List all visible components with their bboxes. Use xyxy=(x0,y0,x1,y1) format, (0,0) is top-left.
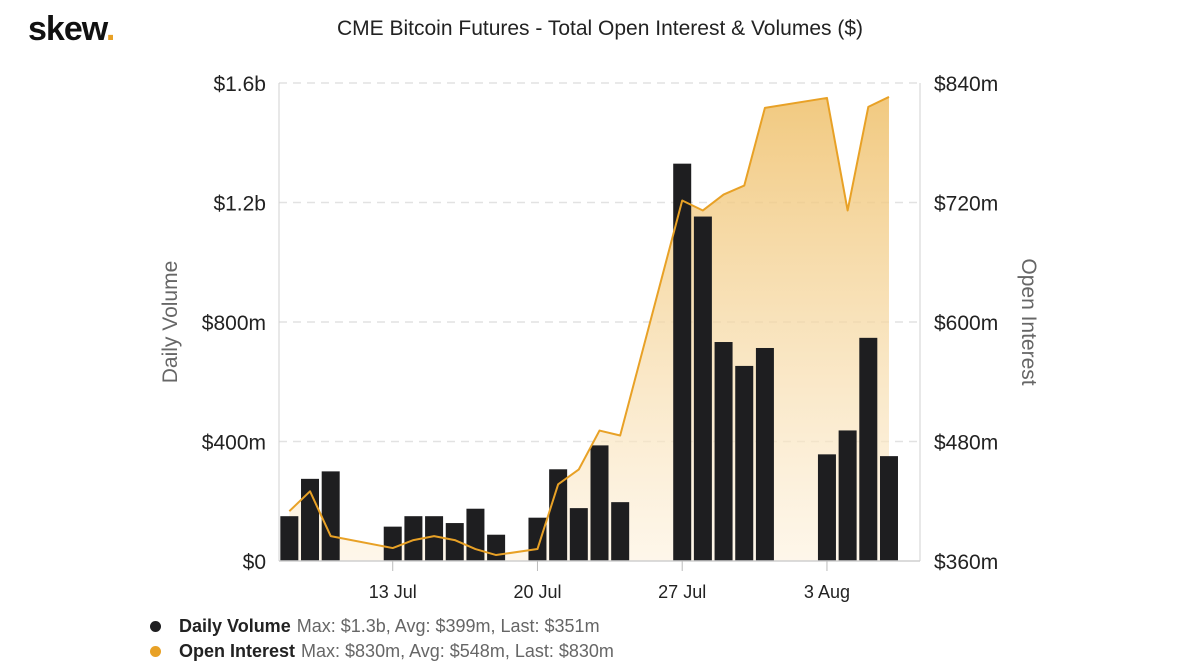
x-tick-label: 13 Jul xyxy=(369,582,417,602)
axes: $0 $400m $800m $1.2b $1.6b $360m $480m $600m $72… xyxy=(159,73,1040,602)
right-tick-label: $360m xyxy=(934,551,998,574)
left-tick-label: $1.2b xyxy=(213,193,266,216)
logo-dot: . xyxy=(105,10,116,48)
volume-bar xyxy=(466,508,485,561)
right-tick-label: $840m xyxy=(934,73,998,96)
right-tick-label: $600m xyxy=(934,312,998,335)
volume-bar xyxy=(755,347,774,561)
legend: Daily Volume Max: $1.3b, Avg: $399m, Las… xyxy=(150,614,614,664)
volume-bar xyxy=(528,517,547,561)
volume-bar xyxy=(569,508,588,561)
volume-bar xyxy=(404,516,423,561)
legend-stats: Max: $830m, Avg: $548m, Last: $830m xyxy=(301,641,614,661)
open-interest-area xyxy=(289,96,889,562)
volume-bar xyxy=(425,516,444,561)
legend-item-daily-volume[interactable]: Daily Volume Max: $1.3b, Avg: $399m, Las… xyxy=(150,614,614,639)
open-interest-fill xyxy=(289,96,889,562)
left-tick-label: $800m xyxy=(202,312,266,335)
logo-text: skew xyxy=(28,10,107,48)
volume-bar xyxy=(445,523,464,561)
chart-title: CME Bitcoin Futures - Total Open Interes… xyxy=(337,17,863,40)
volume-bar xyxy=(693,216,712,561)
legend-label: Open Interest xyxy=(179,641,296,661)
open-interest-line xyxy=(288,96,890,557)
legend-marker-icon xyxy=(150,621,161,632)
left-tick-label: $400m xyxy=(202,432,266,455)
right-tick-label: $720m xyxy=(934,193,998,216)
legend-stats: Max: $1.3b, Avg: $399m, Last: $351m xyxy=(296,616,600,636)
left-tick-label: $1.6b xyxy=(213,73,266,96)
legend-marker-icon xyxy=(150,646,161,657)
volume-bar xyxy=(838,430,857,561)
volume-bar xyxy=(859,337,878,561)
x-tick-label: 27 Jul xyxy=(658,582,706,602)
volume-bar xyxy=(383,526,402,561)
volume-bar xyxy=(321,471,340,561)
volume-bar xyxy=(549,469,568,561)
right-tick-label: $480m xyxy=(934,432,998,455)
right-axis-title: Open Interest xyxy=(1017,258,1040,385)
volume-bars xyxy=(280,163,898,561)
volume-bar xyxy=(611,502,630,561)
legend-label: Daily Volume xyxy=(179,616,291,636)
x-tick-label: 20 Jul xyxy=(513,582,561,602)
volume-bar xyxy=(879,456,898,561)
volume-bar xyxy=(714,342,733,561)
volume-bar xyxy=(673,163,692,561)
volume-bar xyxy=(735,365,754,561)
volume-bar xyxy=(487,534,506,561)
x-tick-label: 3 Aug xyxy=(804,582,850,602)
volume-bar xyxy=(280,516,299,561)
volume-bar xyxy=(817,454,836,561)
left-axis-title: Daily Volume xyxy=(159,261,182,384)
legend-item-open-interest[interactable]: Open Interest Max: $830m, Avg: $548m, La… xyxy=(150,639,614,664)
skew-logo: skew. xyxy=(28,10,116,49)
open-interest-line-group xyxy=(288,96,890,557)
left-tick-label: $0 xyxy=(243,551,266,574)
volume-bar xyxy=(590,445,609,561)
